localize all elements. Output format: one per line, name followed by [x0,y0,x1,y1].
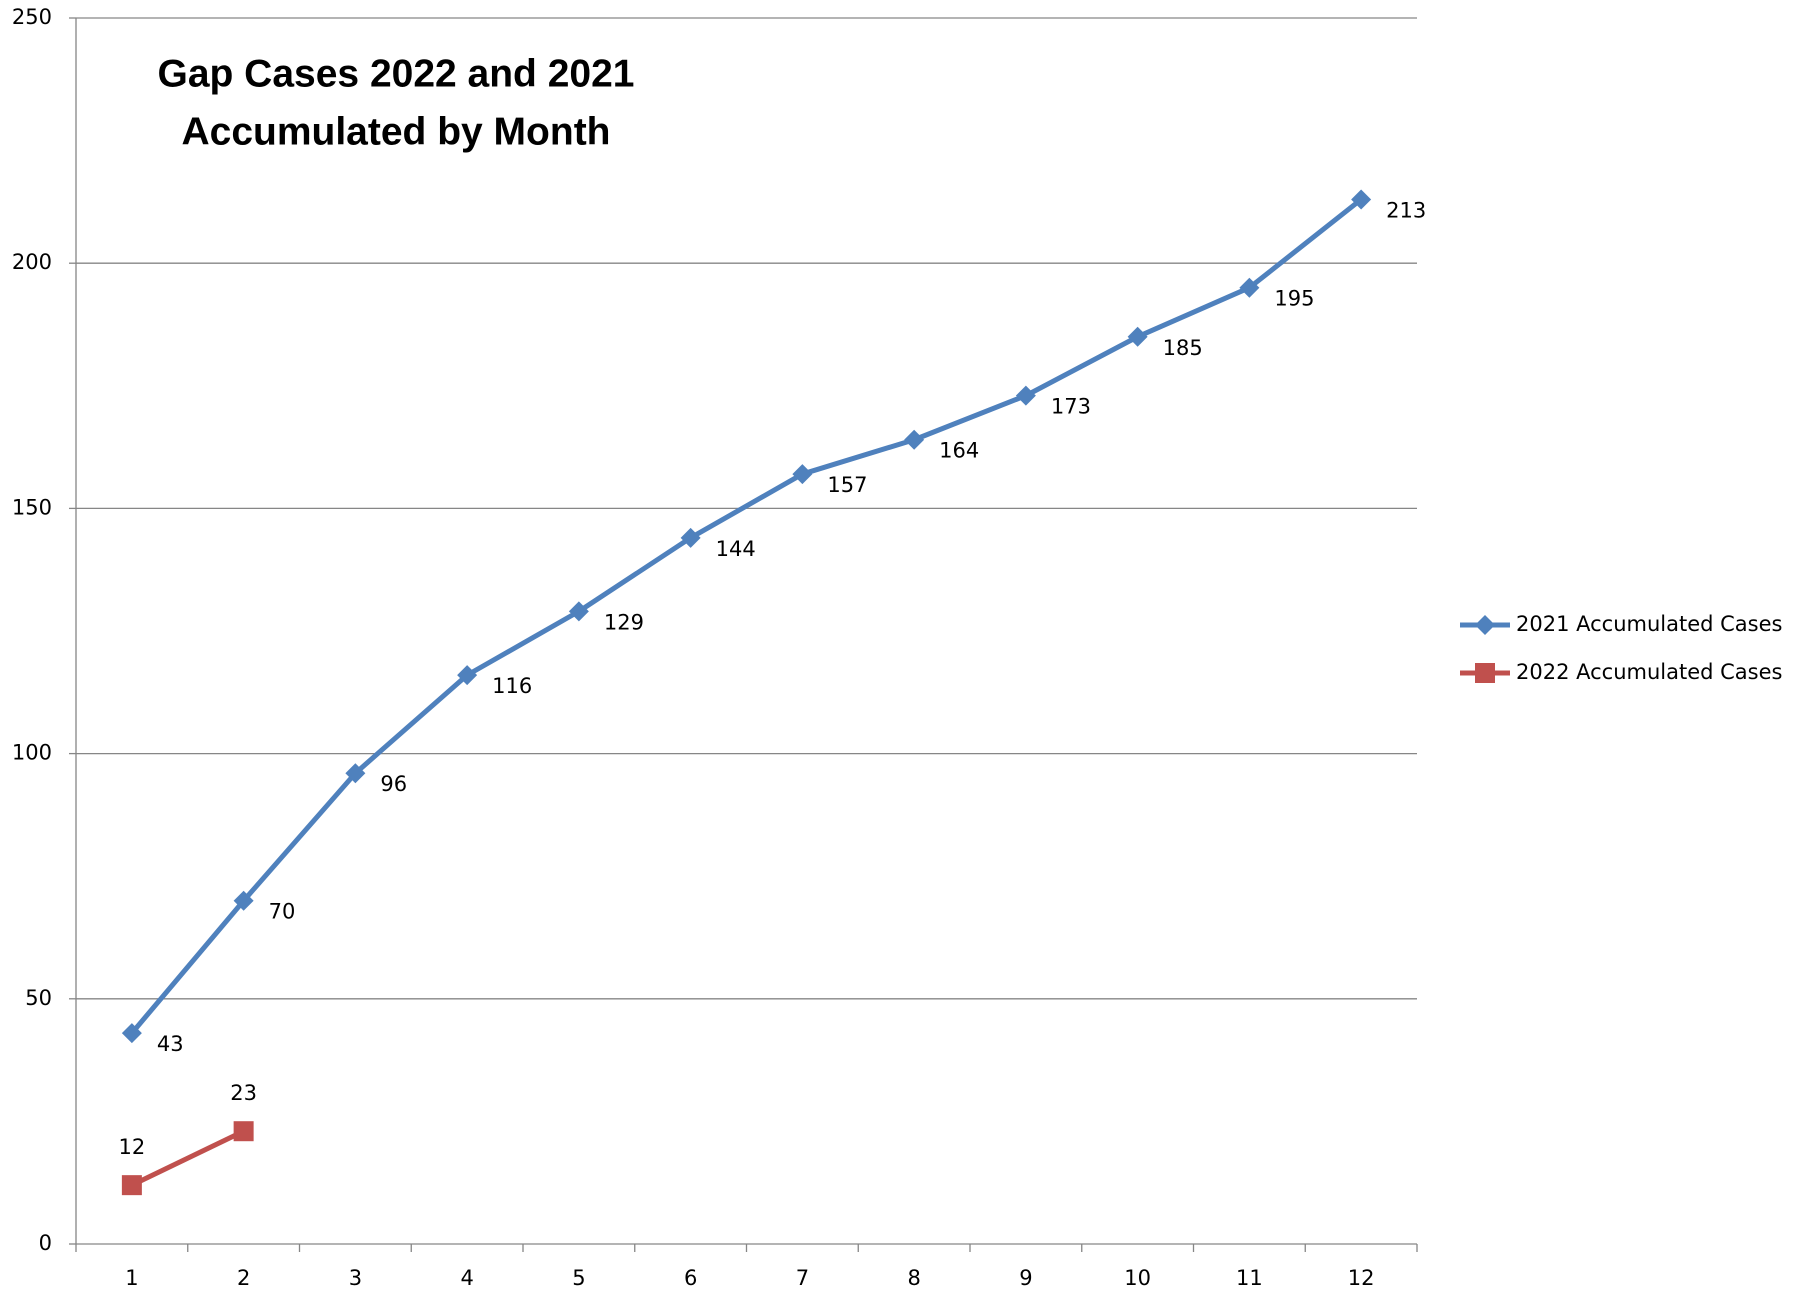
data-point [233,890,254,911]
data-label: 164 [939,439,979,463]
x-tick-label: 3 [349,1266,362,1290]
legend-marker [1475,663,1495,683]
data-label: 157 [827,473,867,497]
data-label: 213 [1386,198,1426,222]
data-point [121,1175,142,1196]
x-tick-label: 6 [684,1266,697,1290]
data-point [792,464,813,485]
data-point [1127,326,1148,347]
data-label: 144 [716,537,756,561]
x-tick-label: 1 [125,1266,138,1290]
data-label: 23 [230,1081,257,1105]
x-tick-label: 9 [1019,1266,1032,1290]
data-point [1351,189,1372,210]
data-label: 129 [604,610,644,634]
y-tick-label: 200 [12,250,52,274]
x-tick-label: 11 [1236,1266,1263,1290]
y-tick-label: 250 [12,5,52,29]
data-label: 195 [1274,287,1314,311]
series-line [130,1128,245,1188]
x-tick-label: 7 [796,1266,809,1290]
data-label: 70 [269,900,296,924]
legend-marker [1475,615,1495,635]
data-point [457,665,478,686]
data-label: 173 [1051,395,1091,419]
chart-title: Gap Cases 2022 and 2021 [158,52,635,95]
data-label: 96 [380,772,407,796]
data-point [904,429,925,450]
x-tick-label: 8 [907,1266,920,1290]
y-tick-label: 50 [25,986,52,1010]
chart-title: Accumulated by Month [181,110,610,153]
y-tick-label: 100 [12,741,52,765]
data-point [1239,277,1260,298]
data-label: 43 [157,1032,184,1056]
y-tick-label: 150 [12,495,52,519]
data-point [121,1023,142,1044]
data-label: 116 [492,674,532,698]
data-point [568,601,589,622]
y-tick-label: 0 [39,1231,52,1255]
data-label: 185 [1163,336,1203,360]
legend-label: 2021 Accumulated Cases [1516,612,1782,636]
data-point [1015,385,1036,406]
data-point [680,527,701,548]
x-tick-label: 2 [237,1266,250,1290]
x-tick-label: 4 [460,1266,473,1290]
series-line [129,197,1363,1035]
legend-label: 2022 Accumulated Cases [1516,660,1782,684]
data-point [233,1121,254,1142]
x-tick-label: 5 [572,1266,585,1290]
data-label: 12 [119,1135,146,1159]
x-tick-label: 10 [1124,1266,1151,1290]
x-tick-label: 12 [1348,1266,1375,1290]
data-point [345,763,366,784]
